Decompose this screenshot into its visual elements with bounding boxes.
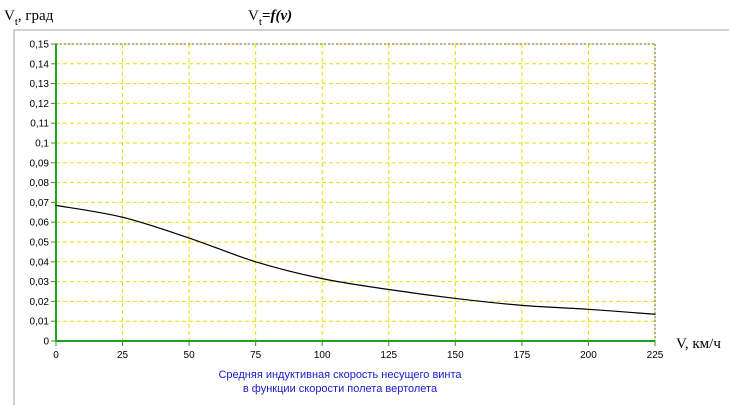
data-point — [188, 237, 190, 239]
y-axis-label-sub: t — [15, 16, 18, 28]
x-tick-label: 225 — [647, 350, 664, 361]
x-tick-label: 200 — [580, 350, 597, 361]
x-tick-label: 25 — [117, 350, 129, 361]
caption-line-1: Средняя индуктивная скорость несущего ви… — [218, 369, 462, 381]
y-tick-label: 0,05 — [30, 238, 50, 249]
x-tick-label: 75 — [250, 350, 262, 361]
data-point — [121, 216, 124, 218]
y-axis-label-rest: , град — [18, 8, 54, 24]
y-tick-label: 0,02 — [30, 297, 50, 308]
y-tick-label: 0,11 — [30, 119, 49, 130]
data-point — [55, 204, 57, 206]
y-tick-label: 0,09 — [30, 158, 50, 169]
data-point — [587, 308, 590, 310]
y-tick-label: 0,07 — [30, 198, 50, 209]
plot-border — [55, 43, 656, 342]
grid — [56, 43, 656, 341]
caption-line-2: в функции скорости полета вертолета — [243, 383, 438, 395]
data-point — [654, 313, 656, 315]
y-tick-label: 0,15 — [30, 40, 50, 51]
y-axis-label: Vt, град — [4, 8, 54, 28]
y-tick-label: 0,04 — [30, 257, 50, 268]
chart-title-base: V — [248, 8, 259, 24]
y-axis-label-base: V — [4, 8, 15, 24]
data-point — [321, 278, 323, 280]
x-tick-label: 50 — [184, 350, 196, 361]
x-tick-label: 125 — [380, 350, 397, 361]
x-tick-label: 175 — [514, 350, 531, 361]
y-tick-label: 0,03 — [30, 277, 50, 288]
series — [55, 204, 656, 315]
y-tick-label: 0 — [43, 337, 49, 348]
x-axis-ticks: 0 25 50 75 100 125 150 175 200 225 — [53, 341, 664, 361]
series-line — [55, 204, 656, 315]
x-tick-label: 100 — [314, 350, 331, 361]
y-tick-label: 0,01 — [30, 317, 50, 328]
chart-title-sub: t — [259, 16, 262, 28]
y-tick-label: 0,1 — [35, 139, 49, 150]
y-axis-ticks: 0 0,01 0,02 0,03 0,04 0,05 0,06 0,07 0,08 0,09 0,1… — [30, 40, 56, 348]
y-tick-label: 0,13 — [30, 79, 50, 90]
chart-title: Vt=f(v) — [248, 8, 292, 28]
data-point — [454, 297, 456, 300]
data-point — [255, 261, 257, 263]
x-axis-label: V, км/ч — [676, 336, 721, 352]
y-tick-label: 0,12 — [30, 99, 50, 110]
data-point — [388, 288, 390, 291]
y-tick-label: 0,08 — [30, 178, 50, 189]
chart-title-rest: =f(v) — [262, 8, 292, 24]
x-tick-label: 150 — [447, 350, 464, 361]
data-point — [521, 304, 523, 306]
y-tick-label: 0,06 — [30, 218, 50, 229]
y-tick-label: 0,14 — [30, 59, 50, 70]
x-tick-label: 0 — [53, 350, 59, 361]
